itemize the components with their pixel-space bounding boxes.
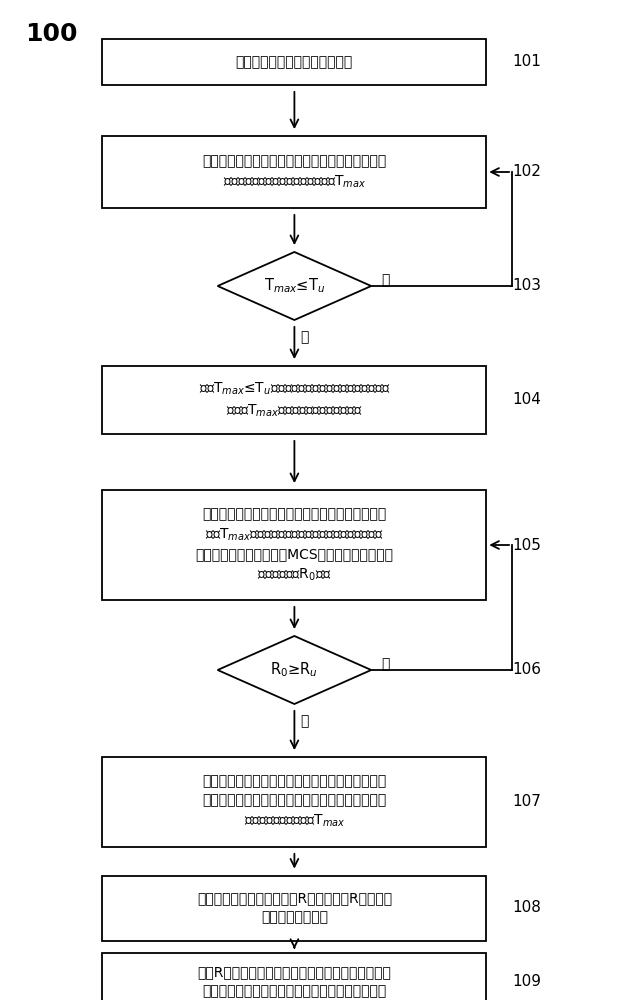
Text: T$_{max}$≤T$_u$: T$_{max}$≤T$_u$ xyxy=(264,277,325,295)
Text: 根据R与设计参数之间的函数关系，以接头端子的成
本为优化条件，计算得到接头端子的优化设计参数: 根据R与设计参数之间的函数关系，以接头端子的成 本为优化条件，计算得到接头端子的… xyxy=(198,966,391,998)
Text: 106: 106 xyxy=(512,662,541,678)
Text: 否: 否 xyxy=(381,273,389,287)
Polygon shape xyxy=(218,252,371,320)
Text: 101: 101 xyxy=(512,54,541,70)
Text: 通过有限元模型模拟接头端子搭接部分的温升过程
，记录接头端子搭接部分的最大温升T$_{max}$: 通过有限元模型模拟接头端子搭接部分的温升过程 ，记录接头端子搭接部分的最大温升T… xyxy=(202,154,387,190)
Text: 是: 是 xyxy=(300,330,308,344)
Text: 105: 105 xyxy=(512,538,541,552)
Text: 是: 是 xyxy=(300,714,308,728)
Text: 103: 103 xyxy=(512,278,541,294)
FancyBboxPatch shape xyxy=(102,366,486,434)
Text: 计算相应的接头端子可靠度R的值，得出R与设计参
数之间的函数关系: 计算相应的接头端子可靠度R的值，得出R与设计参 数之间的函数关系 xyxy=(197,892,392,924)
Text: 108: 108 xyxy=(512,900,541,916)
Text: 107: 107 xyxy=(512,794,541,810)
Text: 获取一多组接头端子的设计参数: 获取一多组接头端子的设计参数 xyxy=(236,55,353,69)
Text: 104: 104 xyxy=(512,392,541,408)
FancyBboxPatch shape xyxy=(102,953,486,1000)
Text: 选取T$_{max}$≤T$_u$的设计参数进行保留，通过神经网络模
型得出T$_{max}$与设计参数之间的函数关系: 选取T$_{max}$≤T$_u$的设计参数进行保留，通过神经网络模 型得出T$… xyxy=(198,381,390,419)
Text: 否: 否 xyxy=(381,657,389,671)
Text: 102: 102 xyxy=(512,164,541,180)
FancyBboxPatch shape xyxy=(102,39,486,85)
FancyBboxPatch shape xyxy=(102,136,486,208)
FancyBboxPatch shape xyxy=(102,757,486,847)
FancyBboxPatch shape xyxy=(102,490,486,600)
FancyBboxPatch shape xyxy=(102,876,486,940)
Text: R$_0$≥R$_u$: R$_0$≥R$_u$ xyxy=(271,661,318,679)
Text: 随机选取一组保留的设计参数，通过神经网络模型
得出T$_{max}$与保留的设计参数之间的多个温升函数关系
，进行蒙特卡罗模拟法（MCS）计算得到相应的接
头端: 随机选取一组保留的设计参数，通过神经网络模型 得出T$_{max}$与保留的设计… xyxy=(195,507,394,583)
Text: 109: 109 xyxy=(512,974,541,990)
Text: 100: 100 xyxy=(26,22,78,46)
Polygon shape xyxy=(218,636,371,704)
Text: 选取初始设计点，获取以初始设计点为原点的有限
邻域内的不同设计参数进行组合，计算组合后的设
计参数对应的最大温升T$_{max}$: 选取初始设计点，获取以初始设计点为原点的有限 邻域内的不同设计参数进行组合，计算… xyxy=(202,775,387,829)
